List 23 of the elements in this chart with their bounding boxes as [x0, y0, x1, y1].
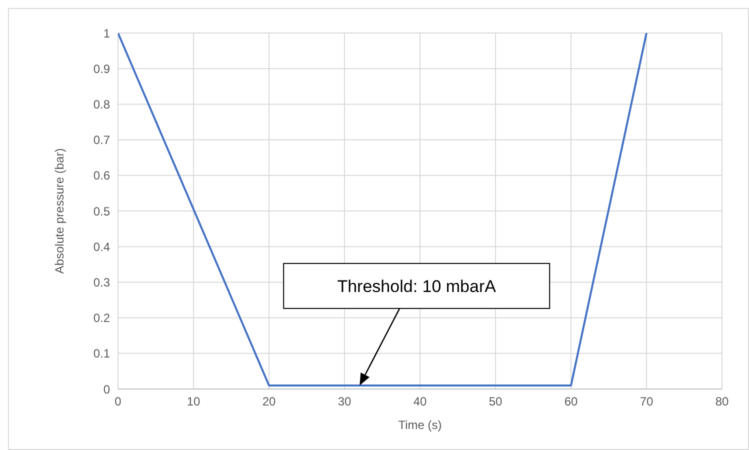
x-tick-label: 0 — [114, 394, 122, 409]
x-axis-title: Time (s) — [398, 418, 442, 432]
y-tick-label: 0.4 — [93, 240, 110, 254]
x-tick-label: 80 — [715, 394, 729, 409]
x-tick-label: 40 — [413, 394, 427, 409]
x-tick-label: 10 — [186, 394, 200, 409]
y-tick-label: 0.1 — [93, 346, 110, 361]
y-axis-title: Absolute pressure (bar) — [52, 148, 66, 274]
y-tick-label: 0.5 — [93, 204, 110, 218]
y-tick-label: 0.6 — [93, 168, 110, 183]
y-tick-label: 0.2 — [93, 311, 110, 326]
x-tick-label: 20 — [262, 394, 276, 409]
y-tick-label: 0.3 — [93, 275, 110, 290]
x-tick-label: 60 — [564, 394, 578, 409]
y-tick-label: 0.9 — [93, 62, 110, 76]
y-tick-label: 0.7 — [93, 133, 110, 148]
y-tick-label: 1 — [103, 26, 110, 40]
annotation: Threshold: 10 mbarA — [337, 276, 497, 296]
y-tick-label: 0.8 — [93, 97, 110, 112]
x-tick-label: 30 — [338, 394, 352, 409]
x-tick-label: 70 — [640, 394, 654, 409]
y-tick-label: 0 — [103, 382, 110, 396]
x-tick-label: 50 — [488, 394, 502, 409]
